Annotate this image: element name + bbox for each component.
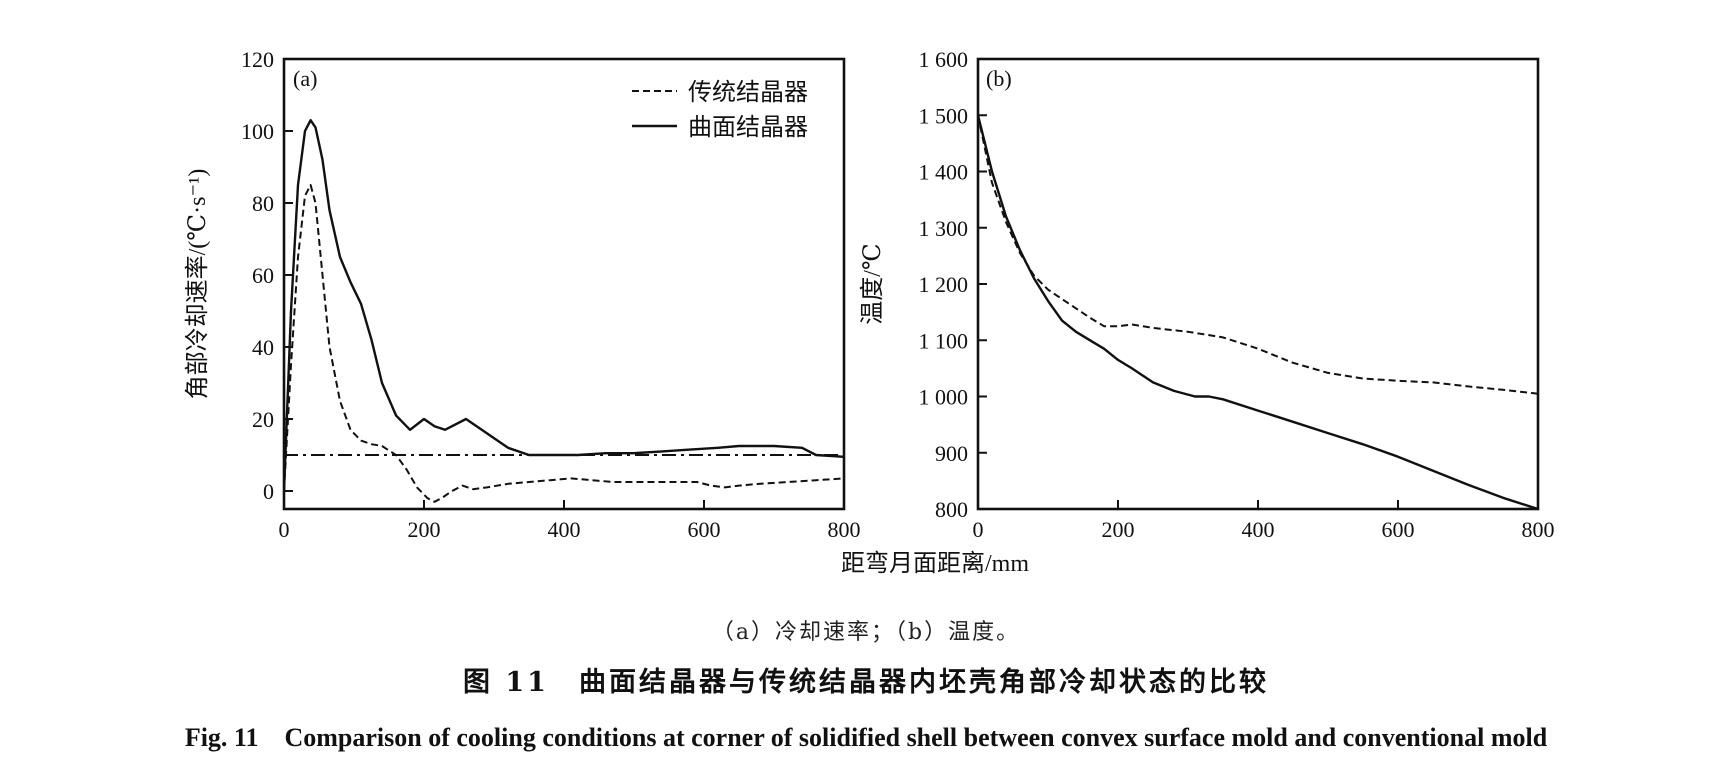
panel-a-series-convex-mold-line	[284, 119, 844, 492]
panel-a-series-conventional-mold-line	[284, 184, 844, 503]
panel-b-y-axis-label: 温度/℃	[859, 243, 886, 325]
panel-a-panel-label: (a)	[293, 66, 317, 91]
panel-a-x-tick-label: 800	[828, 517, 861, 542]
panel-b-y-tick-label: 1 300	[919, 216, 969, 241]
panel-b-x-tick-label: 400	[1242, 517, 1275, 542]
panel-a-x-tick-label: 200	[408, 517, 441, 542]
panel-a-cooling-rate-chart: 0 200 400 600 800 0 20 40 60 80 100 120 (a) 角部冷却速率/(℃…	[184, 47, 861, 542]
panel-a-legend-label-conventional-mold: 传统结晶器	[688, 79, 808, 106]
panel-a-legend-label-convex-mold: 曲面结晶器	[688, 114, 808, 141]
panel-a-y-tick-label: 60	[252, 263, 274, 288]
panel-a-x-tick-label: 600	[688, 517, 721, 542]
panel-b-y-tick-label: 800	[935, 497, 968, 522]
panel-b-y-tick-label: 1 100	[919, 328, 969, 353]
panel-b-x-tick-label: 200	[1102, 517, 1135, 542]
panel-b-plot-frame	[976, 57, 1540, 511]
panel-a-y-tick-label: 0	[263, 479, 274, 504]
figure-caption-chinese: 图 11 曲面结晶器与传统结晶器内坯壳角部冷却状态的比较	[463, 667, 1269, 698]
panel-a-y-tick-label: 80	[252, 191, 274, 216]
panel-a-x-tick-label: 400	[548, 517, 581, 542]
panel-b-series-conventional-mold-line	[978, 115, 1538, 395]
panel-b-y-tick-label: 1 400	[919, 160, 969, 185]
panel-a-y-tick-label: 120	[241, 47, 274, 72]
sub-caption: （a）冷却速率；（b）温度。	[711, 620, 1021, 645]
panel-b-y-tick-label: 1 600	[919, 47, 969, 72]
panel-a-y-tick-label: 20	[252, 407, 274, 432]
panel-b-y-tick-label: 1 200	[919, 272, 969, 297]
panel-b-temperature-chart: 0 200 400 600 800 800 900 1 000 1 100 1 200 1 300 1…	[859, 47, 1555, 542]
panel-b-y-tick-label: 1 500	[919, 103, 969, 128]
panel-a-y-axis-label: 角部冷却速率/(℃·s⁻¹)	[184, 169, 211, 400]
panel-b-x-tick-label: 800	[1522, 517, 1555, 542]
figure-canvas: 0 200 400 600 800020406080100120(a)角部冷却速率/(℃…	[184, 47, 1555, 577]
figure-caption-english: Fig. 11 Comparison of cooling conditions…	[184, 723, 1548, 752]
panel-b-panel-label: (b)	[986, 66, 1012, 91]
panel-a-x-tick-label: 0	[279, 517, 290, 542]
panel-b-y-tick-label: 900	[935, 441, 968, 466]
shared-x-axis-label: 距弯月面距离/mm	[841, 550, 1029, 577]
panel-b-series-convex-mold-line	[978, 115, 1538, 509]
panel-b-y-tick-label: 1 000	[919, 385, 969, 410]
panel-b-x-tick-label: 600	[1382, 517, 1415, 542]
panel-a-y-tick-label: 100	[241, 119, 274, 144]
panel-a-y-tick-label: 40	[252, 335, 274, 360]
panel-b-x-tick-label: 0	[973, 517, 984, 542]
